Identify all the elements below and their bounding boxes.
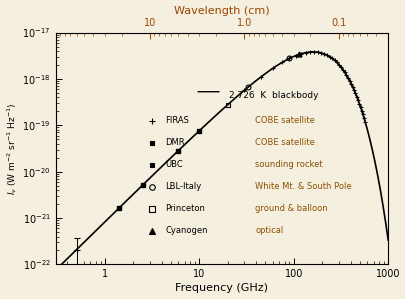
Text: optical: optical [254, 226, 283, 235]
Y-axis label: $I_{\nu}$ (W m$^{-2}$ sr$^{-1}$ Hz$^{-1}$): $I_{\nu}$ (W m$^{-2}$ sr$^{-1}$ Hz$^{-1}… [6, 102, 19, 195]
Text: UBC: UBC [165, 160, 183, 169]
Text: FIRAS: FIRAS [165, 116, 189, 125]
Text: DMR: DMR [165, 138, 185, 147]
X-axis label: Wavelength (cm): Wavelength (cm) [174, 6, 269, 16]
Text: ground & balloon: ground & balloon [254, 204, 327, 213]
Text: Cyanogen: Cyanogen [165, 226, 207, 235]
Text: Princeton: Princeton [165, 204, 205, 213]
Text: COBE satellite: COBE satellite [254, 138, 314, 147]
Text: sounding rocket: sounding rocket [254, 160, 322, 169]
Text: White Mt. & South Pole: White Mt. & South Pole [254, 182, 351, 191]
X-axis label: Frequency (GHz): Frequency (GHz) [175, 283, 268, 293]
Text: LBL-Italy: LBL-Italy [165, 182, 201, 191]
Text: COBE satellite: COBE satellite [254, 116, 314, 125]
Text: 2.726  K  blackbody: 2.726 K blackbody [228, 91, 317, 100]
